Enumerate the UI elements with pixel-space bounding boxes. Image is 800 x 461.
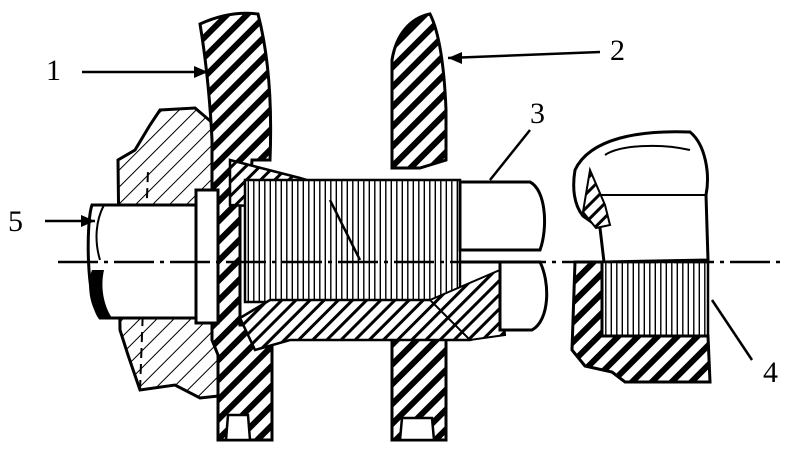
panel-1 [198,11,274,442]
bolt-head [458,180,549,332]
callout-label-2: 2 [610,34,625,67]
callout-label-1: 1 [46,54,61,87]
callout-label-3: 3 [530,97,545,130]
callout-label-5: 5 [8,205,23,238]
callout-label-4: 4 [763,356,778,389]
leader-lines [45,50,754,361]
nut [570,130,712,384]
threaded-insert [194,158,507,352]
